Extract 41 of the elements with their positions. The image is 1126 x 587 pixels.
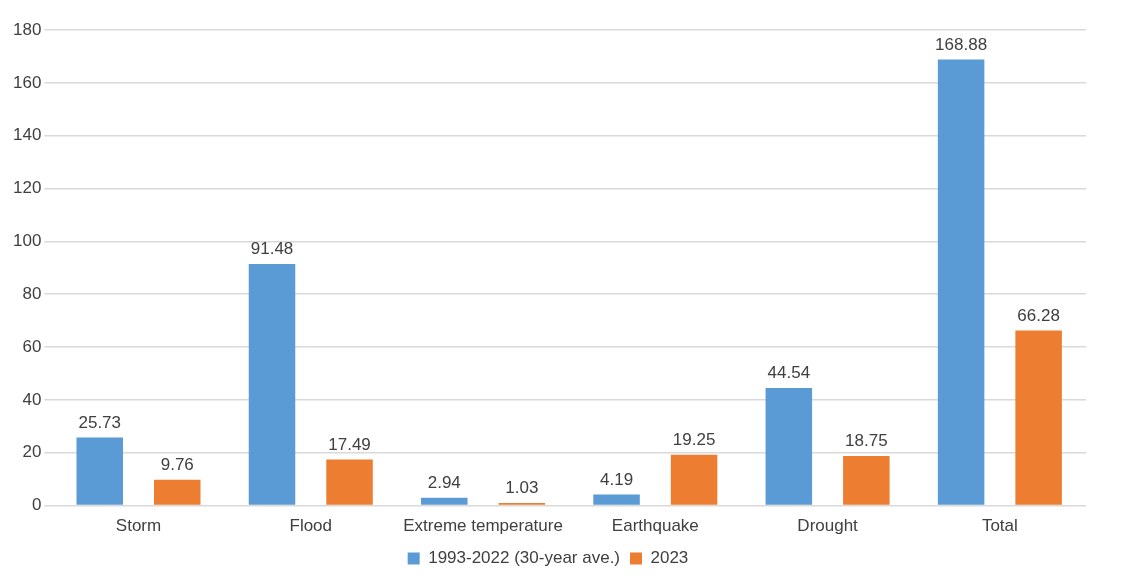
data-label: 91.48 — [250, 239, 294, 259]
x-tick-label: Earthquake — [611, 516, 699, 536]
data-label: 1.03 — [505, 478, 539, 498]
x-tick-label: Total — [981, 516, 1018, 536]
y-tick-label: 140 — [12, 125, 42, 145]
bar — [326, 459, 373, 505]
legend-label: 1993-2022 (30-year ave.) — [428, 548, 621, 568]
data-label: 17.49 — [328, 434, 371, 454]
bar — [593, 494, 640, 505]
bar — [421, 497, 468, 505]
data-label: 66.28 — [1017, 305, 1060, 325]
x-tick-label: Extreme temperature — [403, 516, 563, 536]
bar — [843, 456, 890, 505]
y-tick-label: 180 — [12, 19, 42, 39]
data-label: 9.76 — [160, 455, 194, 474]
bar — [937, 59, 985, 505]
data-label: 4.19 — [600, 469, 634, 489]
y-tick-label: 100 — [12, 231, 42, 251]
data-label: 25.73 — [78, 412, 122, 432]
bar — [76, 437, 123, 505]
y-tick-label: 60 — [22, 336, 42, 356]
x-tick-label: Flood — [289, 516, 333, 536]
data-label: 44.54 — [767, 363, 811, 383]
bar — [765, 387, 813, 505]
y-tick-label: 40 — [22, 389, 42, 409]
y-tick-label: 120 — [12, 178, 42, 198]
data-label: 19.25 — [672, 429, 716, 449]
y-tick-label: 160 — [12, 72, 42, 92]
bar — [1015, 330, 1062, 505]
x-tick-label: Storm — [115, 516, 162, 536]
bar — [154, 479, 201, 505]
y-tick-label: 20 — [22, 442, 42, 462]
bar — [248, 263, 296, 505]
bar — [670, 454, 718, 505]
data-label: 18.75 — [845, 431, 888, 451]
legend-label: 2023 — [650, 548, 689, 568]
x-tick-label: Drought — [797, 516, 859, 536]
y-tick-label: 0 — [31, 495, 42, 515]
y-tick-label: 80 — [22, 283, 42, 303]
data-label: 168.88 — [935, 34, 988, 54]
data-label: 2.94 — [427, 473, 461, 493]
